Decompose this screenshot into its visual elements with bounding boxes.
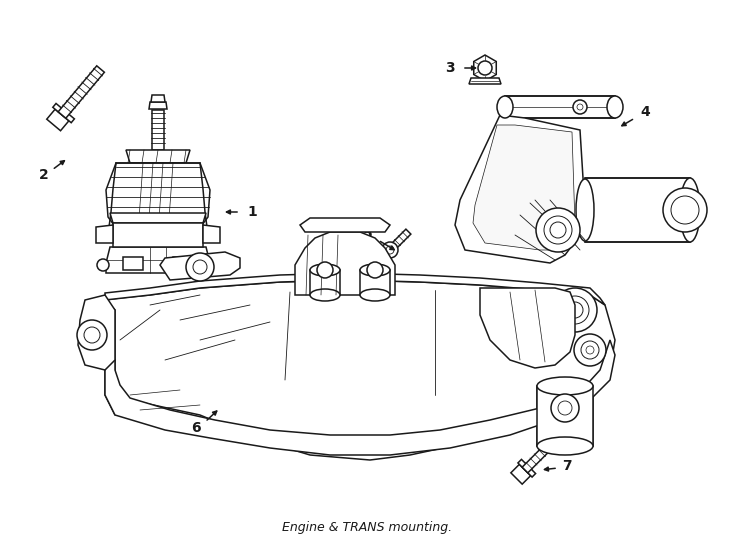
Circle shape bbox=[478, 61, 492, 75]
Text: 1: 1 bbox=[247, 205, 257, 219]
Ellipse shape bbox=[576, 179, 594, 241]
Circle shape bbox=[577, 104, 583, 110]
Ellipse shape bbox=[310, 289, 340, 301]
Circle shape bbox=[671, 196, 699, 224]
Circle shape bbox=[207, 259, 219, 271]
Polygon shape bbox=[518, 460, 536, 477]
Polygon shape bbox=[105, 300, 130, 415]
Polygon shape bbox=[110, 213, 206, 223]
Polygon shape bbox=[585, 178, 690, 242]
Polygon shape bbox=[469, 78, 501, 84]
Polygon shape bbox=[300, 218, 390, 232]
Circle shape bbox=[573, 100, 587, 114]
Ellipse shape bbox=[360, 264, 390, 276]
Polygon shape bbox=[53, 104, 74, 123]
Polygon shape bbox=[126, 150, 190, 163]
Circle shape bbox=[317, 262, 333, 278]
Polygon shape bbox=[173, 257, 193, 270]
Circle shape bbox=[193, 260, 207, 274]
Circle shape bbox=[186, 253, 214, 281]
Circle shape bbox=[386, 246, 394, 254]
Polygon shape bbox=[96, 225, 113, 243]
Polygon shape bbox=[105, 280, 615, 460]
Polygon shape bbox=[511, 464, 531, 484]
Circle shape bbox=[550, 222, 566, 238]
Polygon shape bbox=[160, 252, 240, 280]
Polygon shape bbox=[480, 288, 575, 368]
Circle shape bbox=[97, 259, 109, 271]
Polygon shape bbox=[149, 102, 167, 109]
Text: 4: 4 bbox=[640, 105, 650, 119]
Circle shape bbox=[553, 288, 597, 332]
Polygon shape bbox=[105, 340, 615, 455]
Circle shape bbox=[558, 401, 572, 415]
Polygon shape bbox=[310, 270, 340, 295]
Polygon shape bbox=[106, 247, 210, 273]
Polygon shape bbox=[505, 96, 615, 118]
Text: 3: 3 bbox=[446, 61, 455, 75]
Circle shape bbox=[84, 327, 100, 343]
Circle shape bbox=[544, 216, 572, 244]
Text: 6: 6 bbox=[191, 421, 201, 435]
Polygon shape bbox=[295, 232, 395, 295]
Text: 7: 7 bbox=[562, 459, 572, 473]
Polygon shape bbox=[473, 125, 575, 250]
Polygon shape bbox=[78, 295, 115, 370]
Circle shape bbox=[567, 302, 583, 318]
Ellipse shape bbox=[607, 96, 623, 118]
Circle shape bbox=[551, 394, 579, 422]
Ellipse shape bbox=[497, 96, 513, 118]
Text: 2: 2 bbox=[39, 168, 49, 182]
Ellipse shape bbox=[310, 264, 340, 276]
Circle shape bbox=[586, 346, 594, 354]
Circle shape bbox=[382, 242, 398, 258]
Polygon shape bbox=[522, 442, 553, 473]
Ellipse shape bbox=[537, 377, 593, 395]
Circle shape bbox=[536, 208, 580, 252]
Ellipse shape bbox=[360, 289, 390, 301]
Polygon shape bbox=[388, 229, 411, 253]
Polygon shape bbox=[152, 110, 164, 150]
Polygon shape bbox=[105, 273, 605, 305]
Polygon shape bbox=[360, 270, 390, 295]
Polygon shape bbox=[473, 55, 496, 81]
Circle shape bbox=[367, 262, 383, 278]
Circle shape bbox=[77, 320, 107, 350]
Ellipse shape bbox=[680, 178, 700, 242]
Polygon shape bbox=[113, 223, 203, 247]
Polygon shape bbox=[203, 225, 220, 243]
Polygon shape bbox=[455, 115, 585, 263]
Circle shape bbox=[581, 341, 599, 359]
Polygon shape bbox=[123, 257, 143, 270]
Polygon shape bbox=[47, 109, 69, 131]
Circle shape bbox=[574, 334, 606, 366]
Polygon shape bbox=[151, 95, 165, 102]
Polygon shape bbox=[537, 386, 593, 446]
Polygon shape bbox=[58, 66, 104, 118]
Polygon shape bbox=[108, 163, 208, 233]
Text: Engine & TRANS mounting.: Engine & TRANS mounting. bbox=[282, 522, 452, 535]
Text: 5: 5 bbox=[363, 227, 373, 241]
Circle shape bbox=[663, 188, 707, 232]
Ellipse shape bbox=[537, 437, 593, 455]
Circle shape bbox=[561, 296, 589, 324]
